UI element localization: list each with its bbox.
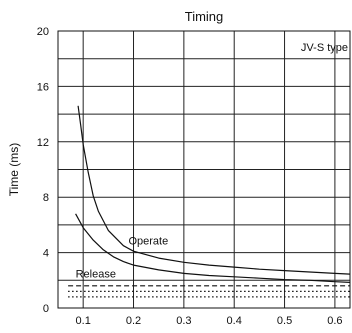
x-tick-label: 0.1 <box>76 315 91 327</box>
y-tick-label: 0 <box>43 303 49 315</box>
y-tick-label: 4 <box>43 248 49 260</box>
release-annotation: Release <box>76 269 116 281</box>
operate-annotation: Operate <box>128 235 168 247</box>
chart-title: Timing <box>185 9 224 24</box>
x-tick-label: 0.3 <box>176 315 191 327</box>
x-tick-label: 0.6 <box>327 315 342 327</box>
series-line <box>77 105 351 275</box>
y-tick-label: 8 <box>43 192 49 204</box>
x-tick-label: 0.2 <box>126 315 141 327</box>
plot-frame <box>57 30 351 309</box>
grid <box>58 31 350 308</box>
type-annotation: JV-S type <box>301 42 348 54</box>
y-tick-label: 12 <box>37 137 49 149</box>
series-lines <box>68 105 351 298</box>
series-line <box>75 213 351 283</box>
x-tick-label: 0.4 <box>227 315 242 327</box>
y-tick-label: 20 <box>37 26 49 38</box>
y-axis-label: Time (ms) <box>7 143 21 197</box>
y-tick-label: 16 <box>37 81 49 93</box>
y-tick-labels: 0 4 8 12 16 20 <box>37 26 49 315</box>
x-tick-labels: 0.1 0.2 0.3 0.4 0.5 0.6 <box>76 315 343 327</box>
x-tick-label: 0.5 <box>277 315 292 327</box>
